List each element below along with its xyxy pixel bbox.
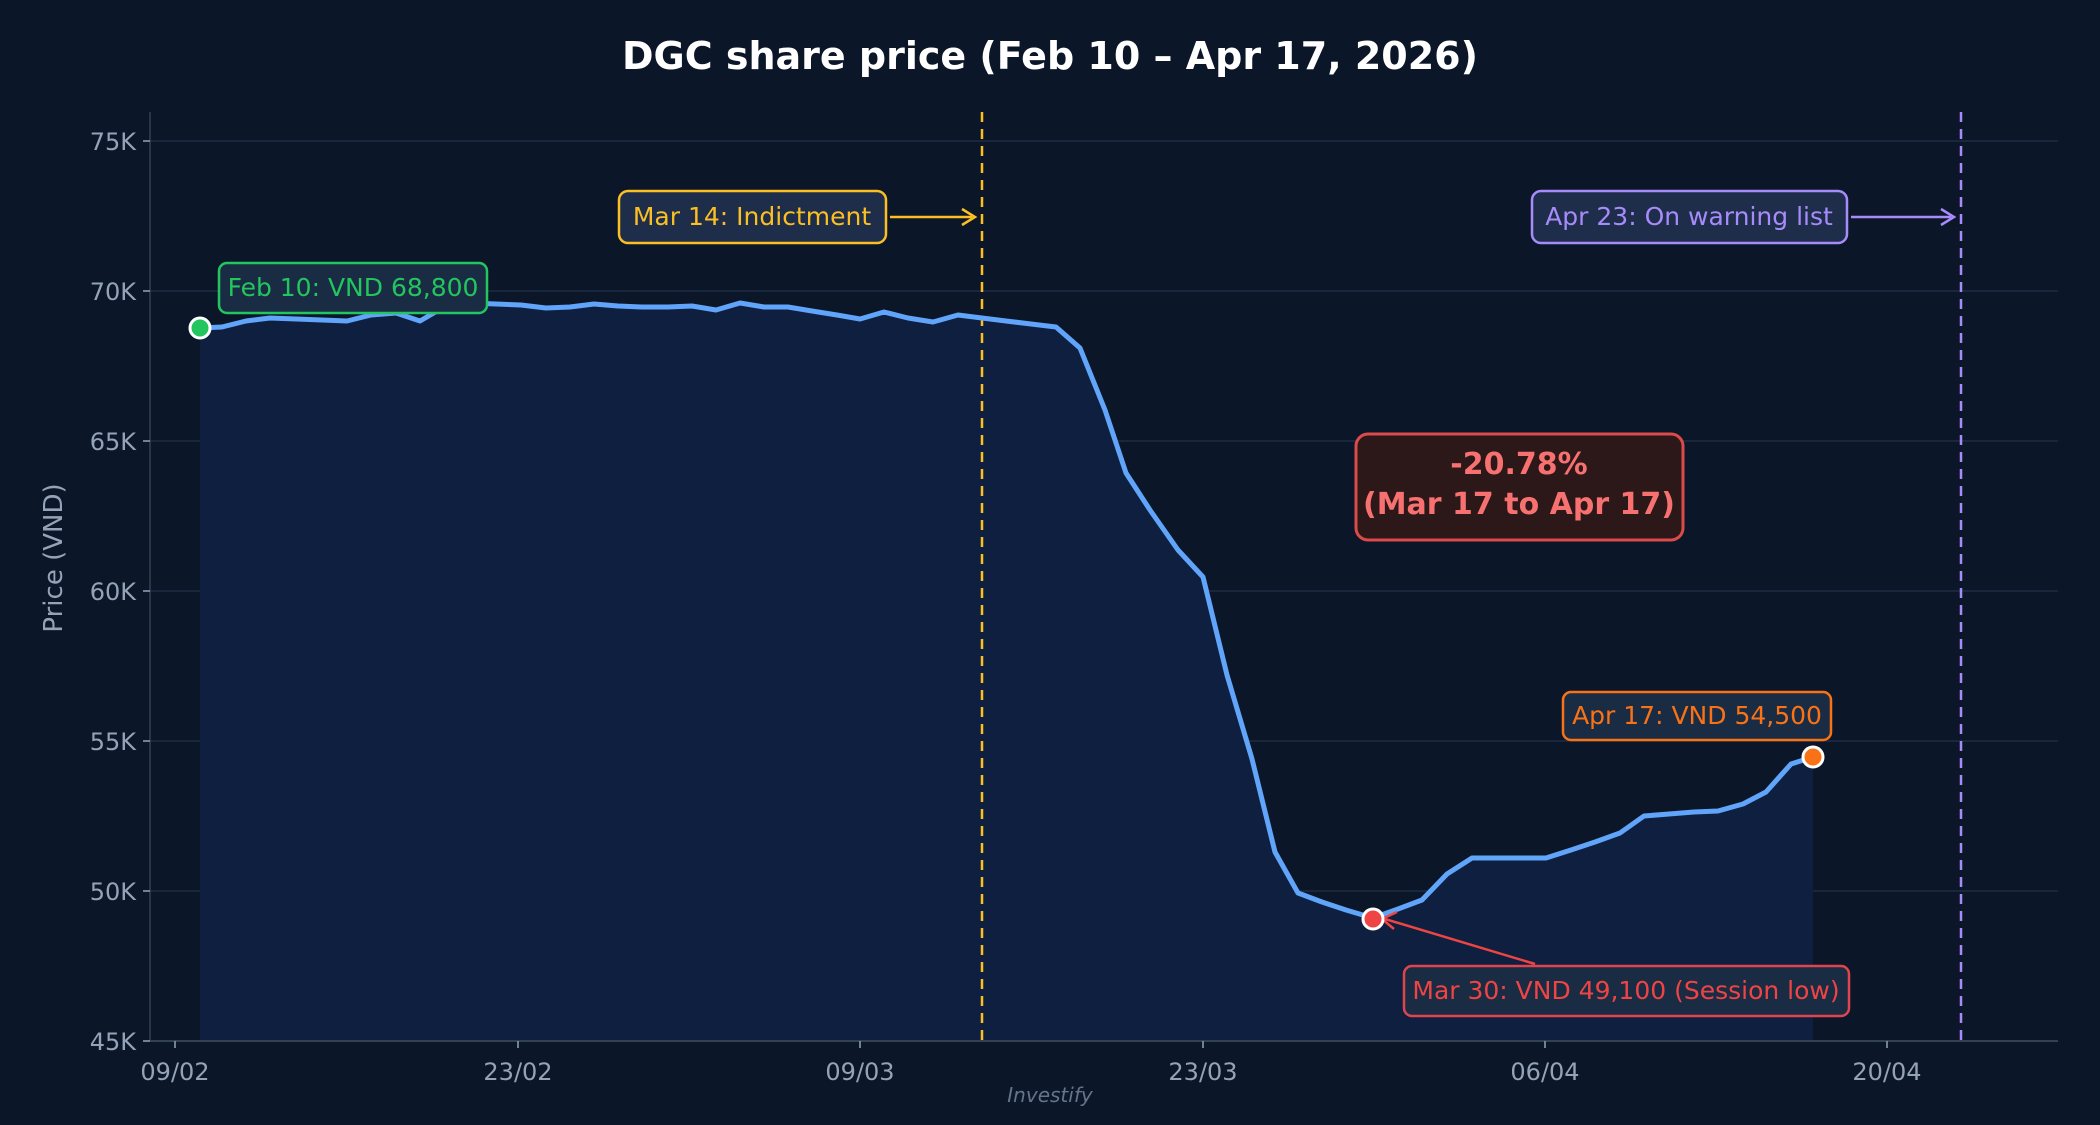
arrow-right-icon bbox=[961, 207, 978, 227]
change-range-label: (Mar 17 to Apr 17) bbox=[1363, 487, 1675, 522]
change-pct-label: -20.78% bbox=[1450, 447, 1587, 482]
low-label: Mar 30: VND 49,100 (Session low) bbox=[1412, 976, 1839, 1005]
end-label: Apr 17: VND 54,500 bbox=[1572, 701, 1822, 730]
y-tick-labels: 75K 70K 65K 60K 55K 50K 45K bbox=[90, 128, 138, 1056]
watermark: Investify bbox=[1007, 1083, 1094, 1107]
x-ticks bbox=[174, 1041, 1888, 1048]
indictment-label: Mar 14: Indictment bbox=[633, 202, 871, 231]
end-annotation: Apr 17: VND 54,500 bbox=[1561, 690, 1833, 742]
arrow-right-icon bbox=[1940, 207, 1957, 227]
start-label: Feb 10: VND 68,800 bbox=[228, 273, 479, 302]
change-annotation: -20.78% (Mar 17 to Apr 17) bbox=[1354, 432, 1685, 542]
x-tick-0903: 09/03 bbox=[825, 1058, 894, 1086]
x-tick-2302: 23/02 bbox=[483, 1058, 552, 1086]
x-tick-0902: 09/02 bbox=[140, 1058, 209, 1086]
warning-annotation: Apr 23: On warning list bbox=[1530, 189, 1957, 245]
y-tick-75k: 75K bbox=[90, 128, 138, 156]
y-tick-55k: 55K bbox=[90, 728, 138, 756]
start-marker bbox=[188, 316, 212, 340]
start-annotation: Feb 10: VND 68,800 bbox=[217, 261, 489, 315]
y-tick-45k: 45K bbox=[90, 1028, 138, 1056]
end-marker bbox=[1801, 745, 1825, 769]
y-tick-60k: 60K bbox=[90, 578, 138, 606]
x-tick-0604: 06/04 bbox=[1510, 1058, 1579, 1086]
y-tick-65k: 65K bbox=[90, 428, 138, 456]
price-area-fill bbox=[200, 303, 1813, 1041]
y-tick-70k: 70K bbox=[90, 278, 138, 306]
y-ticks bbox=[143, 140, 150, 1042]
y-axis-title: Price (VND) bbox=[39, 483, 69, 632]
y-tick-50k: 50K bbox=[90, 878, 138, 906]
low-annotation: Mar 30: VND 49,100 (Session low) bbox=[1379, 910, 1851, 1018]
x-tick-2004: 20/04 bbox=[1852, 1058, 1921, 1086]
warning-label: Apr 23: On warning list bbox=[1545, 202, 1833, 231]
x-tick-2303: 23/03 bbox=[1168, 1058, 1237, 1086]
chart-title: DGC share price (Feb 10 – Apr 17, 2026) bbox=[622, 34, 1478, 78]
indictment-annotation: Mar 14: Indictment bbox=[617, 189, 978, 245]
low-marker bbox=[1361, 907, 1385, 931]
x-tick-labels: 09/02 23/02 09/03 23/03 06/04 20/04 bbox=[140, 1058, 1921, 1086]
